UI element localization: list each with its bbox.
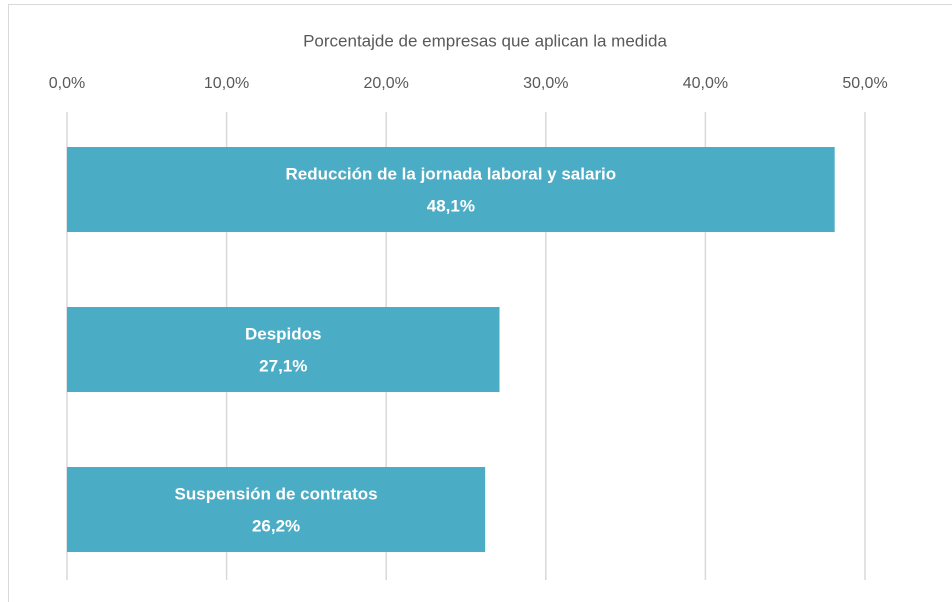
category-label: Despidos — [245, 324, 322, 343]
bar — [67, 307, 500, 392]
x-tick-label: 40,0% — [683, 75, 728, 92]
x-tick-label: 30,0% — [523, 75, 568, 92]
x-tick-label: 50,0% — [842, 75, 887, 92]
value-label: 48,1% — [427, 196, 475, 215]
bar — [67, 467, 486, 552]
category-label: Suspensión de contratos — [175, 484, 378, 503]
category-label: Reducción de la jornada laboral y salari… — [286, 164, 617, 183]
value-label: 26,2% — [252, 516, 300, 535]
x-tick-label: 10,0% — [204, 75, 249, 92]
value-label: 27,1% — [259, 356, 307, 375]
x-tick-label: 0,0% — [49, 75, 85, 92]
axis-title: Porcentajde de empresas que aplican la m… — [303, 31, 667, 50]
x-tick-label: 20,0% — [364, 75, 409, 92]
bar — [67, 147, 835, 232]
